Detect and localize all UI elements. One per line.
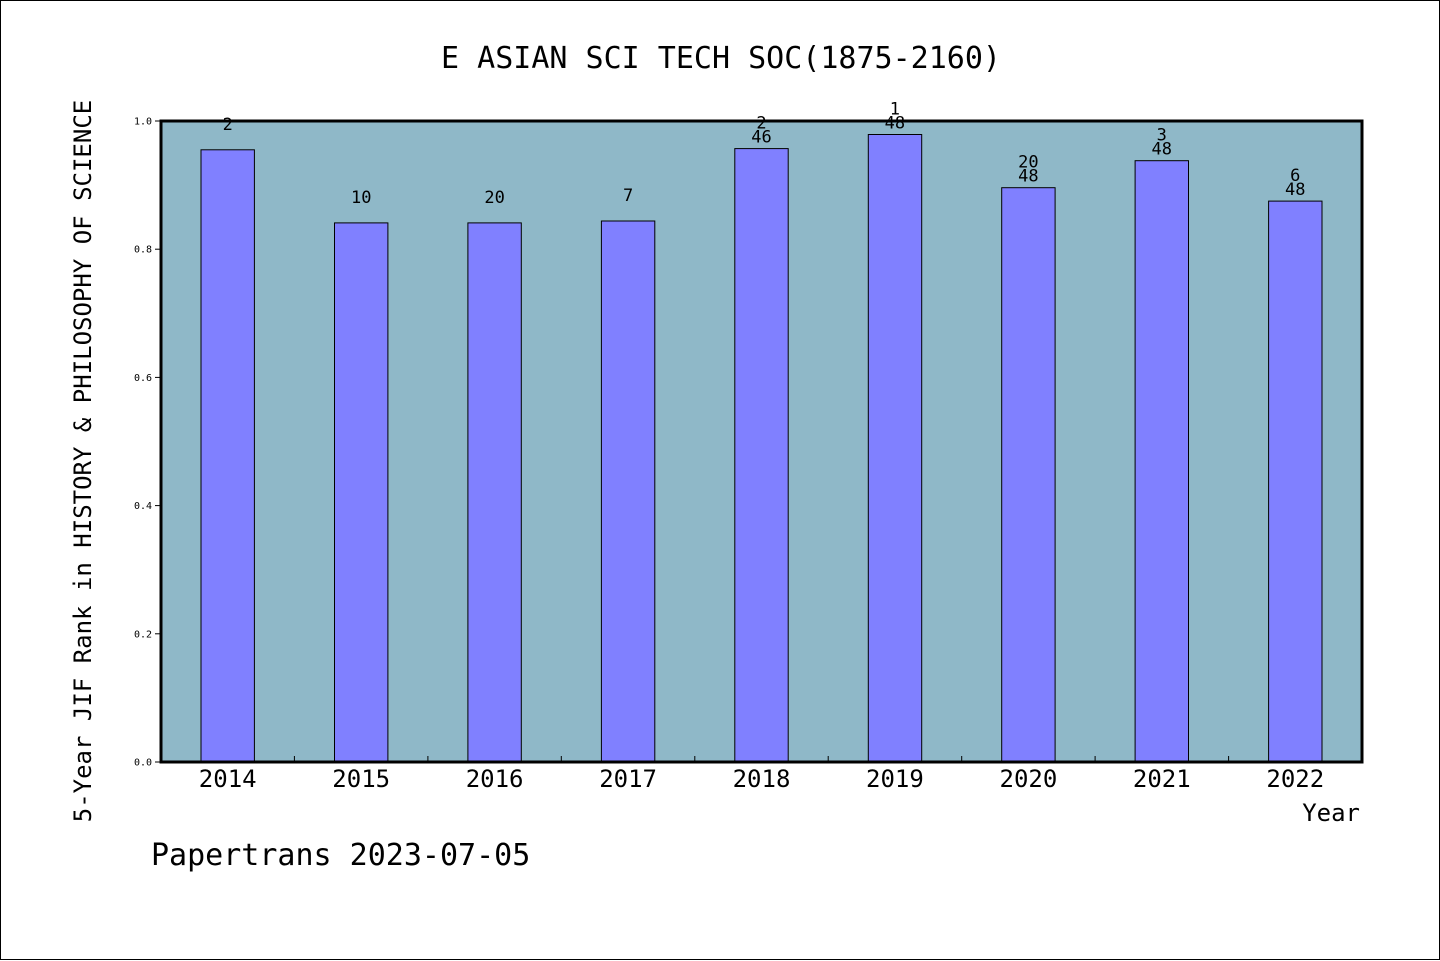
chart-title: E ASIAN SCI TECH SOC(1875-2160) xyxy=(441,41,1001,76)
x-tick-label-2018: 2018 xyxy=(733,765,791,793)
data-label-rank-2016: 20 xyxy=(484,188,504,208)
data-label-rank-2018: 2 xyxy=(756,114,766,134)
bar-2015 xyxy=(334,222,389,763)
bar-2021 xyxy=(1134,160,1189,763)
y-axis-ticks: 0.0 0.2 0.4 0.6 0.8 1.0 xyxy=(134,117,161,769)
x-tick-label-2015: 2015 xyxy=(332,765,390,793)
bar-2020 xyxy=(1001,187,1056,763)
footer-text: Papertrans 2023-07-05 xyxy=(151,838,530,873)
data-label-rank-2019: 1 xyxy=(890,100,900,120)
bar-2019 xyxy=(867,134,923,763)
data-label-rank-2014: 2 xyxy=(223,115,233,135)
data-label-rank-2020: 20 xyxy=(1018,153,1038,173)
x-tick-label-2017: 2017 xyxy=(599,765,657,793)
plot-border xyxy=(159,119,1364,764)
x-tick-label-2016: 2016 xyxy=(466,765,524,793)
data-label-rank-2017: 7 xyxy=(623,186,633,206)
x-tick-label-2014: 2014 xyxy=(199,765,257,793)
x-tick-label-2020: 2020 xyxy=(1000,765,1058,793)
data-label-total-2020: 48 xyxy=(1018,167,1038,187)
data-label-rank-2022: 6 xyxy=(1290,166,1300,186)
y-tick-label: 0.4 xyxy=(134,501,152,512)
data-label-rank-2015: 10 xyxy=(351,188,371,208)
y-tick-label: 0.8 xyxy=(134,245,152,256)
data-label-total-2018: 46 xyxy=(751,128,771,148)
y-axis-label: 5-Year JIF Rank in HISTORY & PHILOSOPHY … xyxy=(69,100,97,822)
bars-group xyxy=(200,134,1323,763)
y-tick-label: 0.0 xyxy=(134,758,152,769)
bar-2014 xyxy=(200,149,255,763)
data-label-total-2019: 48 xyxy=(885,114,905,134)
bar-2018 xyxy=(734,148,789,763)
bar-2017 xyxy=(600,220,656,763)
x-tick-label-2022: 2022 xyxy=(1266,765,1324,793)
x-tick-label-2019: 2019 xyxy=(866,765,924,793)
y-tick-label: 0.2 xyxy=(134,629,152,640)
data-label-rank-2021: 3 xyxy=(1157,126,1167,146)
data-label-total-2021: 48 xyxy=(1152,140,1172,160)
bar-2022 xyxy=(1268,200,1323,763)
x-tick-label-2021: 2021 xyxy=(1133,765,1191,793)
y-tick-label: 0.6 xyxy=(134,373,152,384)
y-tick-label: 1.0 xyxy=(134,117,152,128)
x-axis-ticks: 2014 2015 2016 2017 2018 2019 2020 2021 2022 xyxy=(199,756,1324,793)
x-axis-label: Year xyxy=(1302,799,1360,827)
data-label-total-2022: 48 xyxy=(1285,180,1305,200)
bar-2016 xyxy=(467,222,522,763)
